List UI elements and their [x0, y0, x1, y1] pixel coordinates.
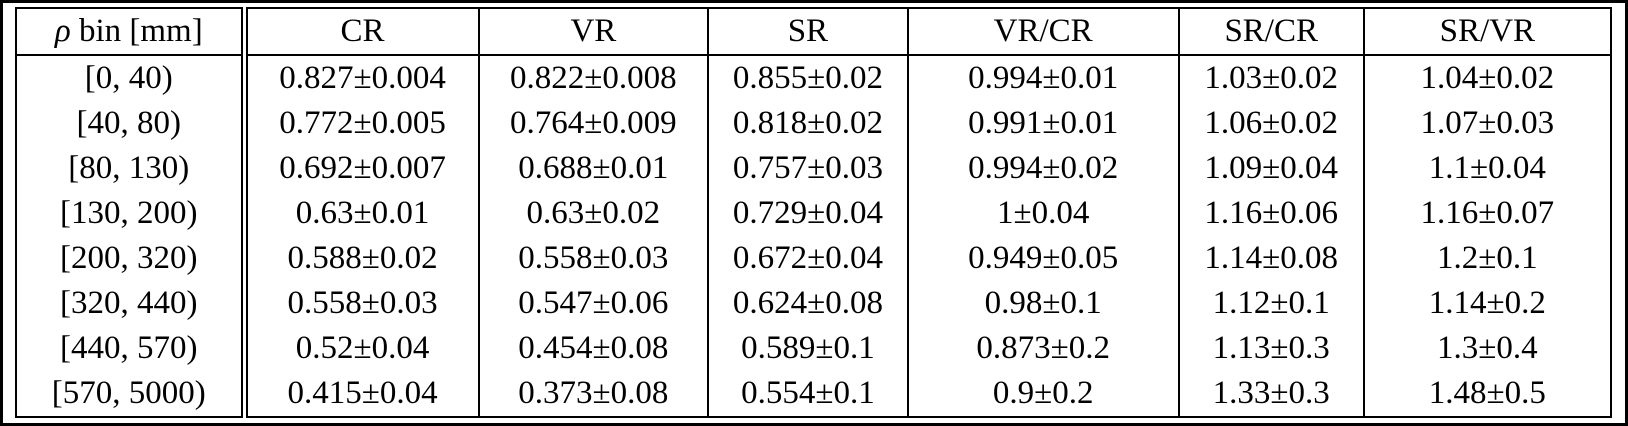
cell-vr: 0.558±0.03	[477, 236, 709, 281]
cell-sr-cr: 1.14±0.08	[1177, 236, 1364, 281]
header-cell-rho-bin: ρ bin [mm]	[16, 8, 248, 56]
cell-sr: 0.672±0.04	[707, 236, 908, 281]
cell-vr-cr: 1±0.04	[906, 191, 1179, 236]
cell-sr-cr: 1.09±0.04	[1177, 146, 1364, 191]
cell-sr-vr: 1.1±0.04	[1362, 146, 1611, 191]
cell-sr-cr: 1.03±0.02	[1177, 55, 1364, 101]
table-header-row: ρ bin [mm] CR VR SR VR/CR SR/CR SR/VR	[16, 8, 1611, 56]
cell-cr: 0.558±0.03	[243, 281, 479, 326]
cell-cr: 0.588±0.02	[243, 236, 479, 281]
cell-sr: 0.589±0.1	[707, 326, 908, 371]
cell-vr: 0.373±0.08	[477, 371, 709, 417]
results-table: ρ bin [mm] CR VR SR VR/CR SR/CR SR/VR [0…	[15, 7, 1612, 418]
table-row: [40, 80) 0.772±0.005 0.764±0.009 0.818±0…	[16, 101, 1611, 146]
cell-sr: 0.855±0.02	[707, 55, 908, 101]
cell-sr-vr: 1.14±0.2	[1362, 281, 1611, 326]
cell-sr: 0.818±0.02	[707, 101, 908, 146]
header-cell-cr: CR	[243, 8, 479, 56]
cell-sr: 0.757±0.03	[707, 146, 908, 191]
table-row: [130, 200) 0.63±0.01 0.63±0.02 0.729±0.0…	[16, 191, 1611, 236]
header-cell-sr: SR	[707, 8, 908, 56]
cell-cr: 0.415±0.04	[243, 371, 479, 417]
cell-bin: [320, 440)	[16, 281, 248, 326]
cell-bin: [0, 40)	[16, 55, 248, 101]
cell-sr: 0.729±0.04	[707, 191, 908, 236]
cell-sr-vr: 1.07±0.03	[1362, 101, 1611, 146]
cell-vr: 0.63±0.02	[477, 191, 709, 236]
table-row: [320, 440) 0.558±0.03 0.547±0.06 0.624±0…	[16, 281, 1611, 326]
cell-vr: 0.454±0.08	[477, 326, 709, 371]
cell-vr-cr: 0.873±0.2	[906, 326, 1179, 371]
cell-sr-vr: 1.2±0.1	[1362, 236, 1611, 281]
cell-vr: 0.688±0.01	[477, 146, 709, 191]
header-cell-vr-cr: VR/CR	[906, 8, 1179, 56]
header-cell-vr: VR	[477, 8, 709, 56]
cell-sr-cr: 1.06±0.02	[1177, 101, 1364, 146]
cell-bin: [40, 80)	[16, 101, 248, 146]
table-row: [0, 40) 0.827±0.004 0.822±0.008 0.855±0.…	[16, 55, 1611, 101]
cell-cr: 0.692±0.007	[243, 146, 479, 191]
table-row: [440, 570) 0.52±0.04 0.454±0.08 0.589±0.…	[16, 326, 1611, 371]
cell-sr-cr: 1.33±0.3	[1177, 371, 1364, 417]
cell-vr: 0.822±0.008	[477, 55, 709, 101]
table-row: [570, 5000) 0.415±0.04 0.373±0.08 0.554±…	[16, 371, 1611, 417]
cell-vr-cr: 0.949±0.05	[906, 236, 1179, 281]
cell-vr-cr: 0.98±0.1	[906, 281, 1179, 326]
bin-unit-label: bin [mm]	[70, 12, 203, 49]
cell-bin: [80, 130)	[16, 146, 248, 191]
cell-sr-vr: 1.3±0.4	[1362, 326, 1611, 371]
cell-cr: 0.52±0.04	[243, 326, 479, 371]
cell-sr-vr: 1.16±0.07	[1362, 191, 1611, 236]
cell-sr-vr: 1.48±0.5	[1362, 371, 1611, 417]
cell-vr-cr: 0.991±0.01	[906, 101, 1179, 146]
cell-vr: 0.764±0.009	[477, 101, 709, 146]
header-cell-sr-cr: SR/CR	[1177, 8, 1364, 56]
cell-vr-cr: 0.994±0.01	[906, 55, 1179, 101]
rho-symbol: ρ	[54, 12, 71, 49]
cell-vr-cr: 0.9±0.2	[906, 371, 1179, 417]
cell-sr-cr: 1.16±0.06	[1177, 191, 1364, 236]
cell-bin: [440, 570)	[16, 326, 248, 371]
table-row: [80, 130) 0.692±0.007 0.688±0.01 0.757±0…	[16, 146, 1611, 191]
cell-sr: 0.554±0.1	[707, 371, 908, 417]
cell-vr: 0.547±0.06	[477, 281, 709, 326]
cell-cr: 0.63±0.01	[243, 191, 479, 236]
header-cell-sr-vr: SR/VR	[1362, 8, 1611, 56]
cell-bin: [570, 5000)	[16, 371, 248, 417]
cell-sr: 0.624±0.08	[707, 281, 908, 326]
cell-cr: 0.772±0.005	[243, 101, 479, 146]
cell-sr-vr: 1.04±0.02	[1362, 55, 1611, 101]
cell-bin: [130, 200)	[16, 191, 248, 236]
cell-cr: 0.827±0.004	[243, 55, 479, 101]
cell-vr-cr: 0.994±0.02	[906, 146, 1179, 191]
cell-sr-cr: 1.13±0.3	[1177, 326, 1364, 371]
cell-sr-cr: 1.12±0.1	[1177, 281, 1364, 326]
table-row: [200, 320) 0.588±0.02 0.558±0.03 0.672±0…	[16, 236, 1611, 281]
cell-bin: [200, 320)	[16, 236, 248, 281]
